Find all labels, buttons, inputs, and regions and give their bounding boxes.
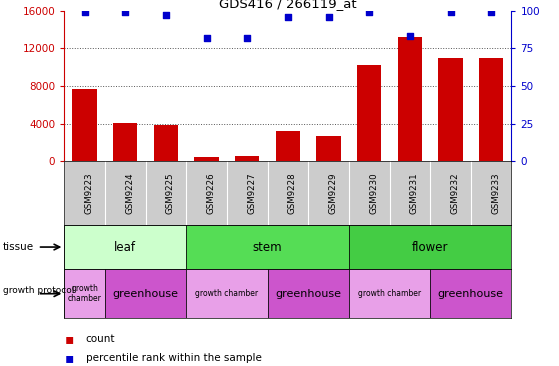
Point	[487, 10, 496, 15]
Bar	[186, 225, 349, 269]
Text: GSM9227: GSM9227	[247, 172, 256, 214]
Text: GSM9223: GSM9223	[84, 172, 93, 214]
Text: ▪: ▪	[64, 351, 74, 365]
Text: ▪: ▪	[64, 332, 74, 346]
Text: GSM9233: GSM9233	[491, 172, 500, 214]
Bar	[438, 58, 463, 161]
Bar	[349, 225, 511, 269]
Point	[324, 14, 333, 20]
Point	[364, 10, 373, 15]
Title: GDS416 / 266119_at: GDS416 / 266119_at	[219, 0, 357, 10]
Text: growth chamber: growth chamber	[358, 289, 421, 298]
Text: stem: stem	[253, 240, 282, 254]
Bar	[186, 269, 268, 318]
Point	[80, 10, 89, 15]
Bar	[154, 126, 178, 161]
Text: flower: flower	[412, 240, 448, 254]
Text: tissue: tissue	[3, 242, 34, 252]
Bar	[349, 269, 430, 318]
Text: greenhouse: greenhouse	[438, 289, 504, 299]
Point	[446, 10, 455, 15]
Bar	[113, 123, 138, 161]
Bar	[64, 225, 186, 269]
Text: GSM9232: GSM9232	[451, 172, 459, 214]
Text: count: count	[86, 334, 115, 344]
Bar	[316, 136, 341, 161]
Bar	[357, 66, 381, 161]
Text: greenhouse: greenhouse	[275, 289, 341, 299]
Point	[162, 12, 170, 18]
Bar	[276, 131, 300, 161]
Point	[121, 10, 130, 15]
Text: GSM9225: GSM9225	[166, 172, 175, 214]
Bar	[397, 37, 422, 161]
Text: growth chamber: growth chamber	[195, 289, 258, 298]
Text: percentile rank within the sample: percentile rank within the sample	[86, 353, 262, 363]
Bar	[479, 58, 503, 161]
Point	[405, 34, 414, 40]
Text: GSM9224: GSM9224	[125, 172, 134, 214]
Bar	[430, 269, 511, 318]
Text: GSM9229: GSM9229	[329, 172, 338, 214]
Text: GSM9230: GSM9230	[369, 172, 378, 214]
Bar	[235, 156, 259, 161]
Text: growth
chamber: growth chamber	[68, 284, 102, 303]
Bar	[105, 269, 186, 318]
Text: GSM9228: GSM9228	[288, 172, 297, 214]
Bar	[64, 269, 105, 318]
Point	[243, 35, 252, 41]
Text: growth protocol: growth protocol	[3, 285, 74, 295]
Text: GSM9231: GSM9231	[410, 172, 419, 214]
Point	[283, 14, 292, 20]
Bar	[73, 89, 97, 161]
Point	[202, 35, 211, 41]
Text: GSM9226: GSM9226	[207, 172, 216, 214]
Text: greenhouse: greenhouse	[112, 289, 178, 299]
Text: leaf: leaf	[114, 240, 136, 254]
Bar	[195, 157, 219, 161]
Bar	[268, 269, 349, 318]
